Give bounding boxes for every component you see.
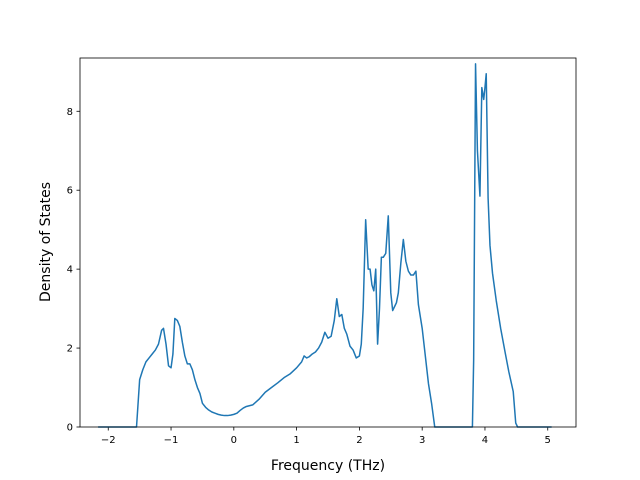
y-tick-label: 4 — [67, 265, 73, 276]
y-tick-label: 8 — [67, 107, 73, 118]
x-tick-label: 3 — [419, 435, 425, 446]
y-axis-label: Density of States — [38, 182, 54, 302]
x-tick-label: 4 — [482, 435, 488, 446]
x-tick-label: 1 — [293, 435, 299, 446]
x-tick-label: −2 — [101, 435, 116, 446]
x-tick-label: 5 — [545, 435, 551, 446]
y-tick-label: 2 — [67, 344, 73, 355]
x-axis-label: Frequency (THz) — [271, 458, 385, 474]
y-tick-label: 0 — [67, 423, 73, 434]
y-ticks: 0 2 4 6 8 — [67, 107, 80, 434]
x-tick-label: 2 — [356, 435, 362, 446]
x-ticks: −2 −1 0 1 2 3 4 5 — [101, 427, 551, 446]
x-tick-label: −1 — [164, 435, 179, 446]
plot-area-background — [80, 58, 576, 427]
y-tick-label: 6 — [67, 186, 73, 197]
x-tick-label: 0 — [231, 435, 237, 446]
plot-frame — [79, 57, 577, 428]
